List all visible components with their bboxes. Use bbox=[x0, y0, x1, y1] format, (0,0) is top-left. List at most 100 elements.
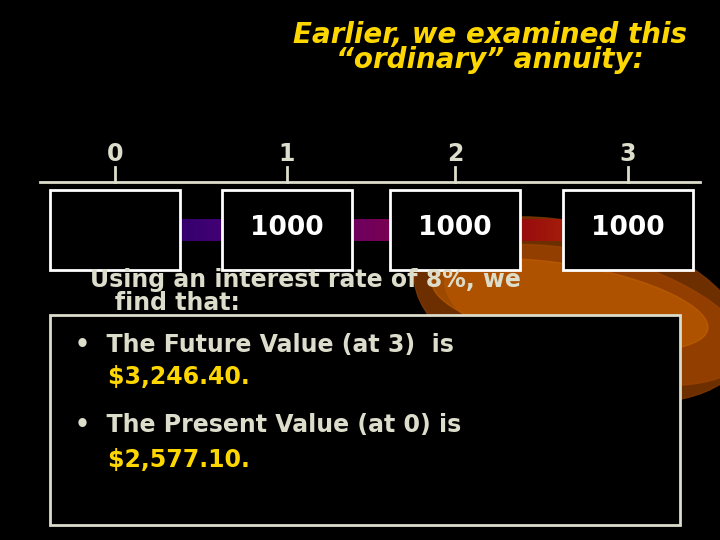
Bar bbox=[194, 219, 197, 241]
Bar bbox=[287, 219, 289, 241]
Bar bbox=[219, 219, 221, 241]
Bar bbox=[426, 219, 428, 241]
Bar bbox=[252, 219, 254, 241]
Bar bbox=[300, 219, 302, 241]
Bar bbox=[577, 219, 579, 241]
Text: Using an interest rate of 8%, we: Using an interest rate of 8%, we bbox=[90, 268, 521, 292]
Bar bbox=[608, 219, 610, 241]
Bar bbox=[368, 219, 370, 241]
Bar bbox=[184, 219, 186, 241]
Text: Earlier, we examined this: Earlier, we examined this bbox=[293, 21, 687, 49]
Bar bbox=[446, 219, 449, 241]
Bar bbox=[477, 219, 480, 241]
Bar bbox=[233, 219, 235, 241]
Bar bbox=[246, 219, 248, 241]
Ellipse shape bbox=[414, 217, 720, 403]
Bar bbox=[488, 219, 490, 241]
Bar bbox=[372, 219, 374, 241]
Bar bbox=[330, 219, 333, 241]
Bar bbox=[591, 219, 593, 241]
Bar bbox=[254, 219, 256, 241]
Bar bbox=[118, 219, 120, 241]
Bar bbox=[151, 219, 153, 241]
Bar bbox=[204, 219, 207, 241]
Bar bbox=[475, 219, 477, 241]
Bar bbox=[207, 219, 209, 241]
Bar bbox=[294, 219, 296, 241]
Bar bbox=[629, 219, 631, 241]
Bar bbox=[248, 219, 250, 241]
Bar bbox=[366, 219, 368, 241]
Bar bbox=[155, 219, 157, 241]
Bar bbox=[562, 219, 564, 241]
Bar bbox=[306, 219, 308, 241]
Bar bbox=[289, 219, 292, 241]
Bar bbox=[223, 219, 225, 241]
Ellipse shape bbox=[432, 259, 708, 352]
Text: $3,246.40.: $3,246.40. bbox=[75, 365, 250, 389]
Bar bbox=[258, 219, 261, 241]
Bar bbox=[603, 219, 606, 241]
Bar bbox=[455, 219, 456, 241]
Bar bbox=[269, 219, 271, 241]
Bar bbox=[50, 190, 180, 270]
Bar bbox=[283, 219, 285, 241]
Bar bbox=[358, 219, 360, 241]
Bar bbox=[482, 219, 484, 241]
Bar bbox=[465, 219, 467, 241]
Bar bbox=[395, 219, 397, 241]
Bar bbox=[624, 219, 626, 241]
Text: $2,577.10.: $2,577.10. bbox=[75, 448, 250, 472]
Bar bbox=[645, 219, 647, 241]
Bar bbox=[521, 219, 523, 241]
Bar bbox=[506, 219, 508, 241]
Bar bbox=[176, 219, 178, 241]
Bar bbox=[626, 219, 629, 241]
Bar bbox=[161, 219, 163, 241]
Bar bbox=[413, 219, 415, 241]
Bar bbox=[484, 219, 486, 241]
Bar bbox=[599, 219, 601, 241]
Bar bbox=[408, 219, 409, 241]
Bar bbox=[552, 219, 554, 241]
Bar bbox=[409, 219, 411, 241]
Bar bbox=[238, 219, 240, 241]
Bar bbox=[62, 219, 64, 241]
Bar bbox=[378, 219, 380, 241]
Text: 0: 0 bbox=[107, 142, 123, 166]
Bar bbox=[370, 219, 372, 241]
Bar bbox=[657, 219, 660, 241]
Bar bbox=[539, 219, 541, 241]
Bar bbox=[513, 219, 515, 241]
Bar bbox=[451, 219, 453, 241]
Bar bbox=[444, 219, 446, 241]
Bar bbox=[389, 219, 391, 241]
Bar bbox=[639, 219, 641, 241]
Bar bbox=[168, 219, 169, 241]
Bar bbox=[665, 219, 667, 241]
Bar bbox=[318, 219, 320, 241]
Bar bbox=[606, 219, 608, 241]
Bar bbox=[180, 219, 182, 241]
Bar bbox=[250, 219, 252, 241]
Bar bbox=[440, 219, 442, 241]
Bar bbox=[211, 219, 213, 241]
Bar bbox=[496, 219, 498, 241]
Bar bbox=[215, 219, 217, 241]
Bar bbox=[534, 219, 536, 241]
Bar bbox=[651, 219, 653, 241]
Bar bbox=[263, 219, 265, 241]
Bar bbox=[221, 219, 223, 241]
Bar bbox=[544, 219, 546, 241]
Text: “ordinary” annuity:: “ordinary” annuity: bbox=[336, 46, 644, 74]
Bar bbox=[347, 219, 349, 241]
Bar bbox=[97, 219, 99, 241]
Bar bbox=[197, 219, 199, 241]
Bar bbox=[672, 219, 674, 241]
Bar bbox=[128, 219, 130, 241]
Bar bbox=[192, 219, 194, 241]
Bar bbox=[601, 219, 603, 241]
Bar bbox=[556, 219, 558, 241]
Bar bbox=[550, 219, 552, 241]
Bar bbox=[382, 219, 384, 241]
